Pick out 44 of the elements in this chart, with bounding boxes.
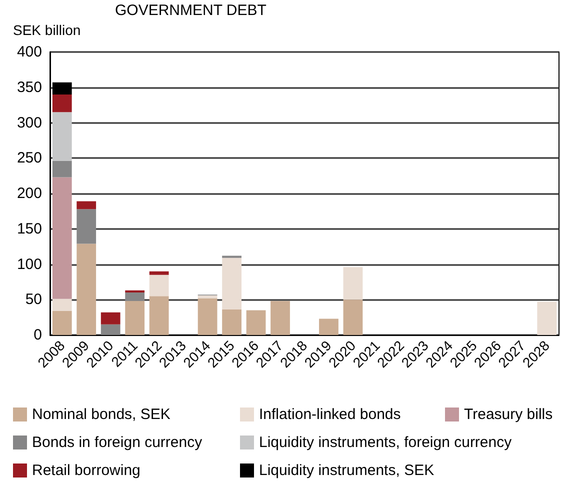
y-tick-label: 400 [16,44,42,60]
bar [76,209,96,244]
legend-label: Bonds in foreign currency [32,434,203,451]
bar [52,310,72,335]
bar [149,274,169,296]
y-tick-label: 350 [16,78,42,96]
y-tick-label: 300 [16,114,42,132]
legend-label: Liquidity instruments, foreign currency [259,434,512,451]
bar [222,310,242,335]
bar [198,298,218,335]
bar [246,310,266,335]
bar [125,290,145,293]
bar [537,302,557,335]
legend-label: Treasury bills [464,406,553,423]
bar [149,296,169,335]
bar [125,292,145,302]
legend-label: Nominal bonds, SEK [32,406,170,423]
bar [100,312,120,324]
bar [319,318,338,335]
bar [52,177,72,299]
bar [149,271,169,275]
bar [343,267,363,300]
bar [270,301,290,335]
y-tick-label: 100 [16,256,42,273]
bar [52,112,72,161]
bar [52,160,72,178]
bar [76,201,96,210]
bar [100,324,120,335]
y-axis-title: SEK billion [13,22,81,38]
y-tick-label: 250 [16,150,42,167]
legend-label: Retail borrowing [32,462,140,479]
legend-label: Liquidity instruments, SEK [259,462,434,479]
bar [222,258,242,310]
y-tick-label: 0 [34,326,42,344]
y-tick-label: 200 [16,185,42,202]
y-tick-label: 150 [16,220,42,238]
bar [76,244,96,335]
chart-title: GOVERNMENT DEBT [115,2,266,19]
bar [343,300,363,335]
bar [125,301,145,335]
bar [52,298,72,311]
y-tick-label: 50 [25,291,42,308]
legend-label: Inflation-linked bonds [259,406,401,423]
bar [52,94,72,112]
